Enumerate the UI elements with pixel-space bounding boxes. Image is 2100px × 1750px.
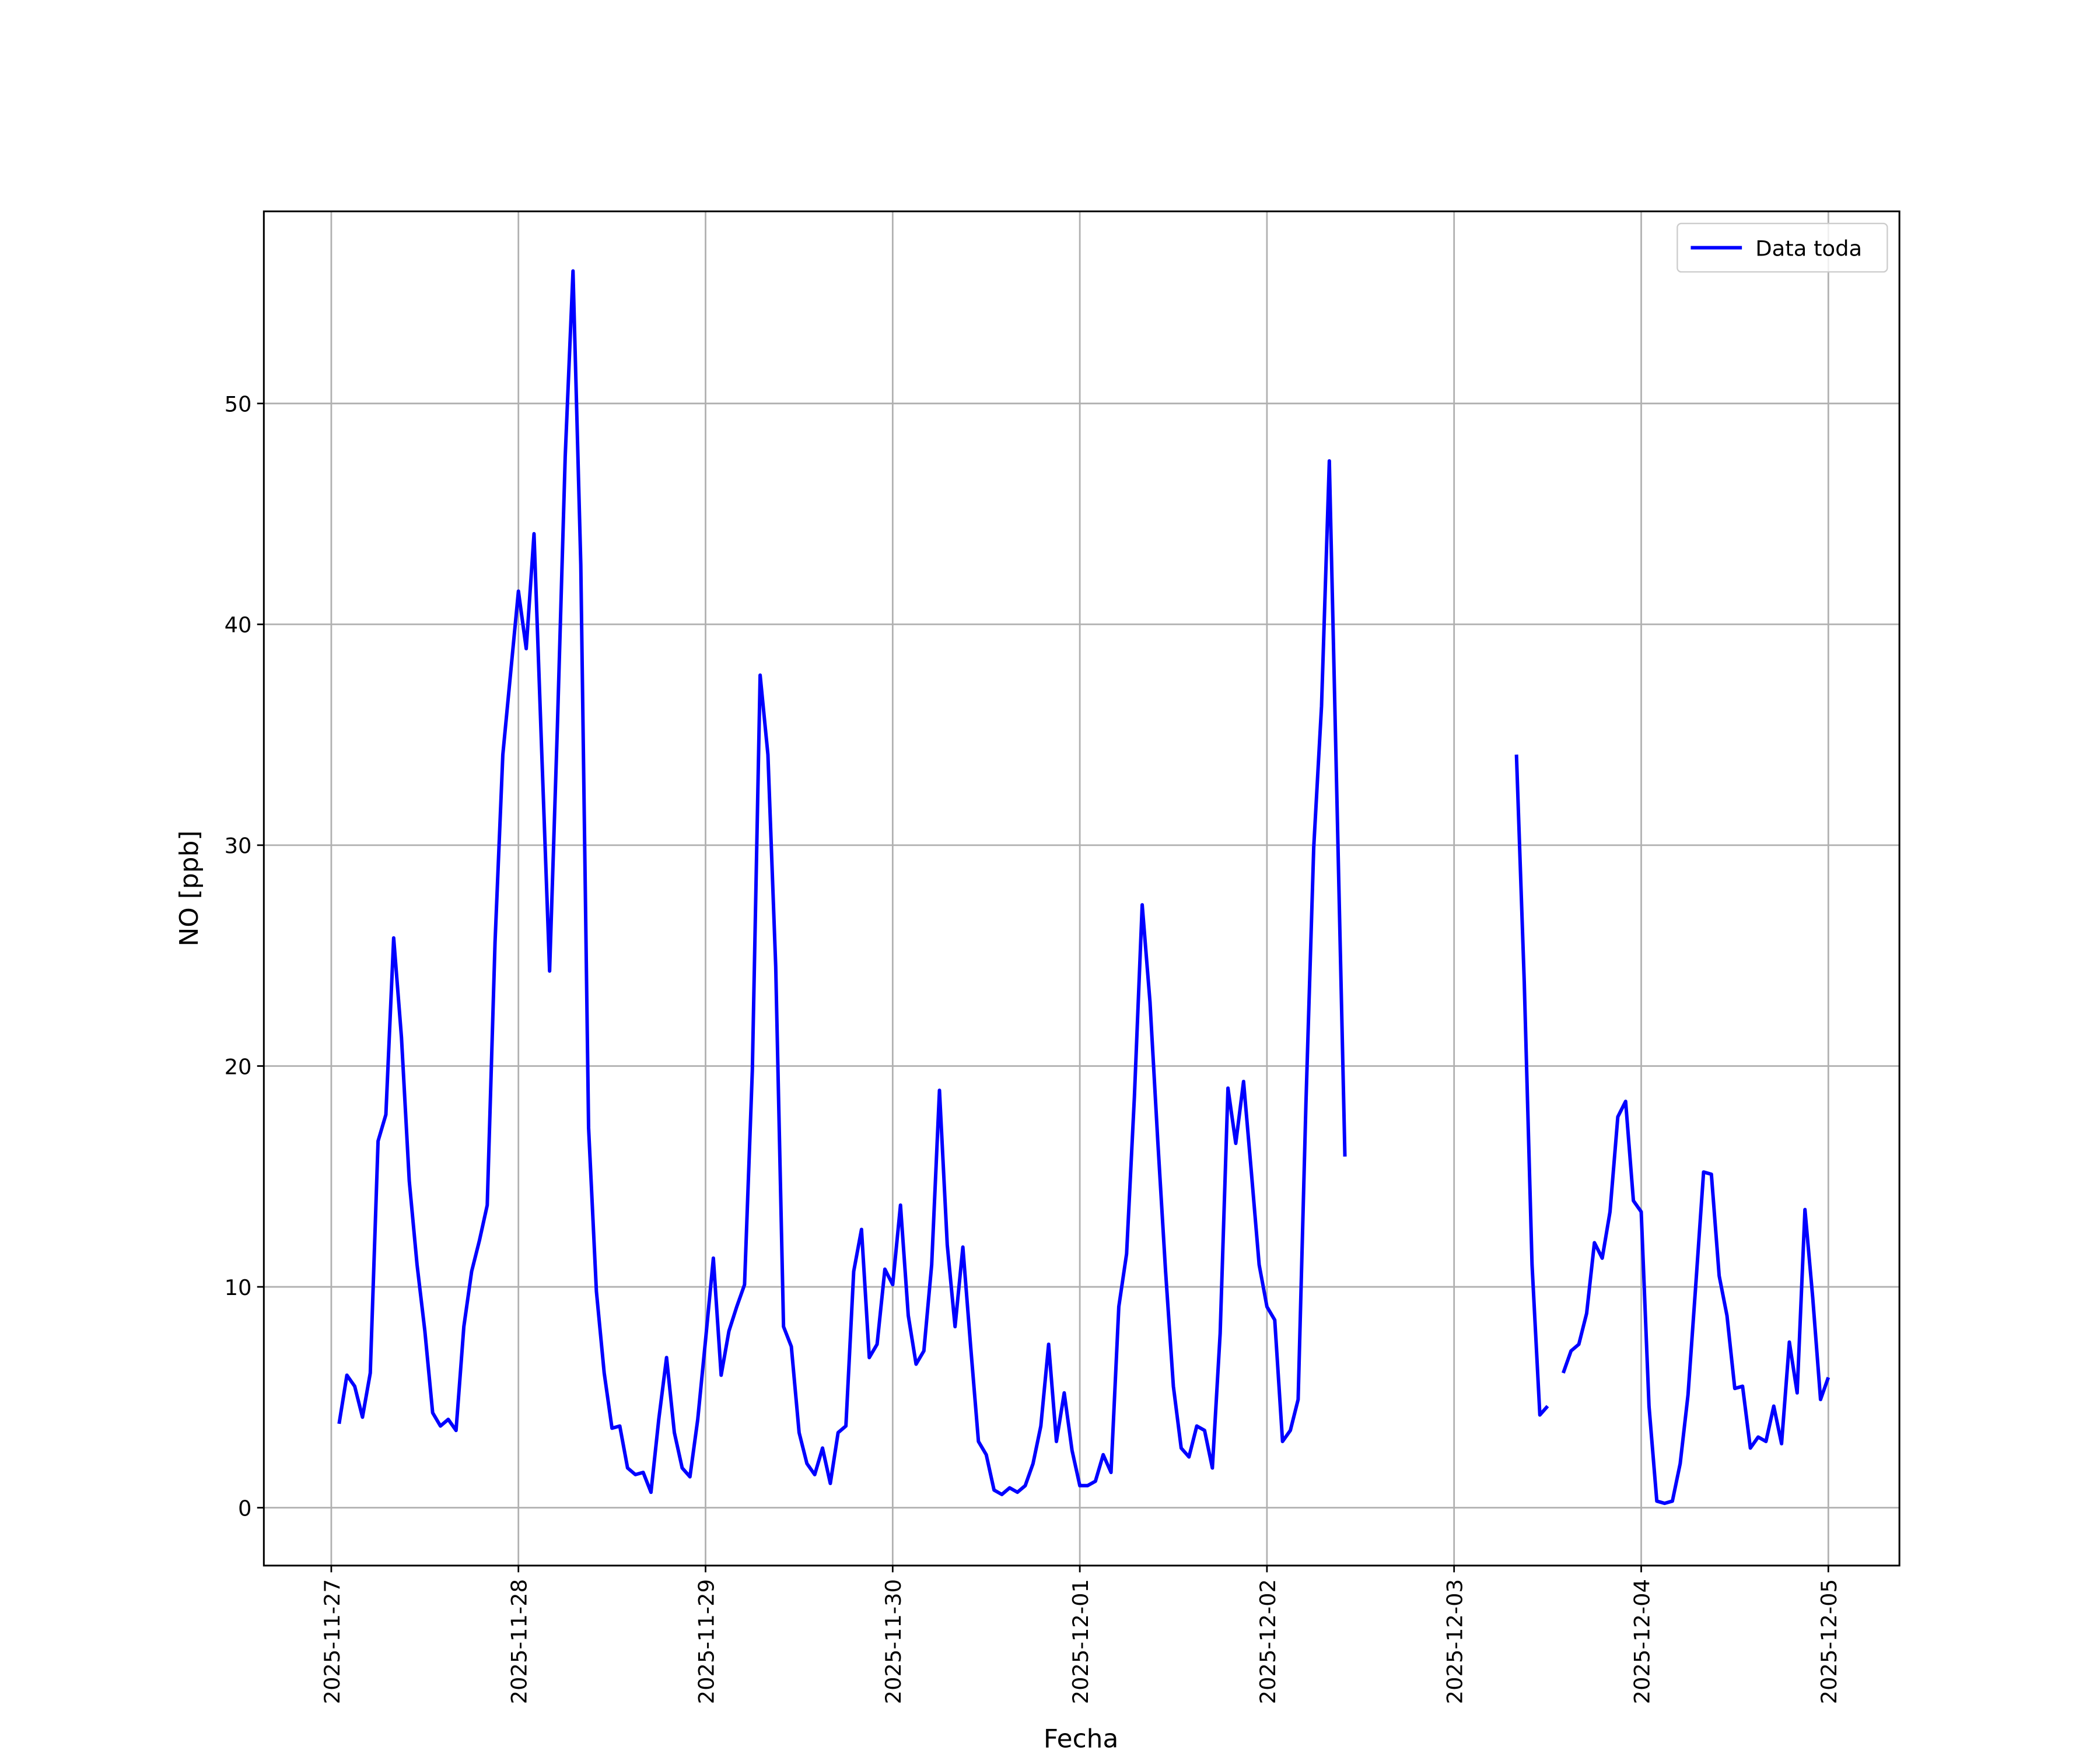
y-tick-label: 30 bbox=[225, 834, 252, 859]
x-tick-label: 2025-12-01 bbox=[1068, 1579, 1093, 1704]
plot-frame bbox=[262, 210, 1901, 1567]
y-tick-label: 40 bbox=[225, 612, 252, 638]
y-axis-label: NO [ppb] bbox=[174, 831, 204, 947]
x-tick-label: 2025-11-28 bbox=[507, 1579, 532, 1704]
x-tick-label: 2025-12-03 bbox=[1443, 1579, 1468, 1704]
y-tick-label: 0 bbox=[238, 1496, 251, 1521]
x-tick-label: 2025-11-29 bbox=[694, 1579, 719, 1704]
x-axis-label: Fecha bbox=[1044, 1724, 1119, 1750]
x-tick-label: 2025-12-04 bbox=[1629, 1579, 1654, 1704]
y-tick-label: 10 bbox=[225, 1275, 252, 1300]
x-tick-label: 2025-11-30 bbox=[881, 1579, 906, 1704]
legend-label: Data toda bbox=[1755, 236, 1862, 261]
data-line bbox=[1562, 1100, 1831, 1506]
legend-box bbox=[1676, 222, 1888, 273]
x-tick-label: 2025-12-05 bbox=[1817, 1579, 1842, 1704]
data-line bbox=[1514, 754, 1549, 1417]
y-tick-label: 20 bbox=[225, 1054, 252, 1079]
x-tick-label: 2025-11-27 bbox=[320, 1579, 345, 1704]
x-tick-label: 2025-12-02 bbox=[1255, 1579, 1280, 1704]
data-line bbox=[337, 269, 1347, 1496]
y-tick-label: 50 bbox=[225, 392, 252, 417]
